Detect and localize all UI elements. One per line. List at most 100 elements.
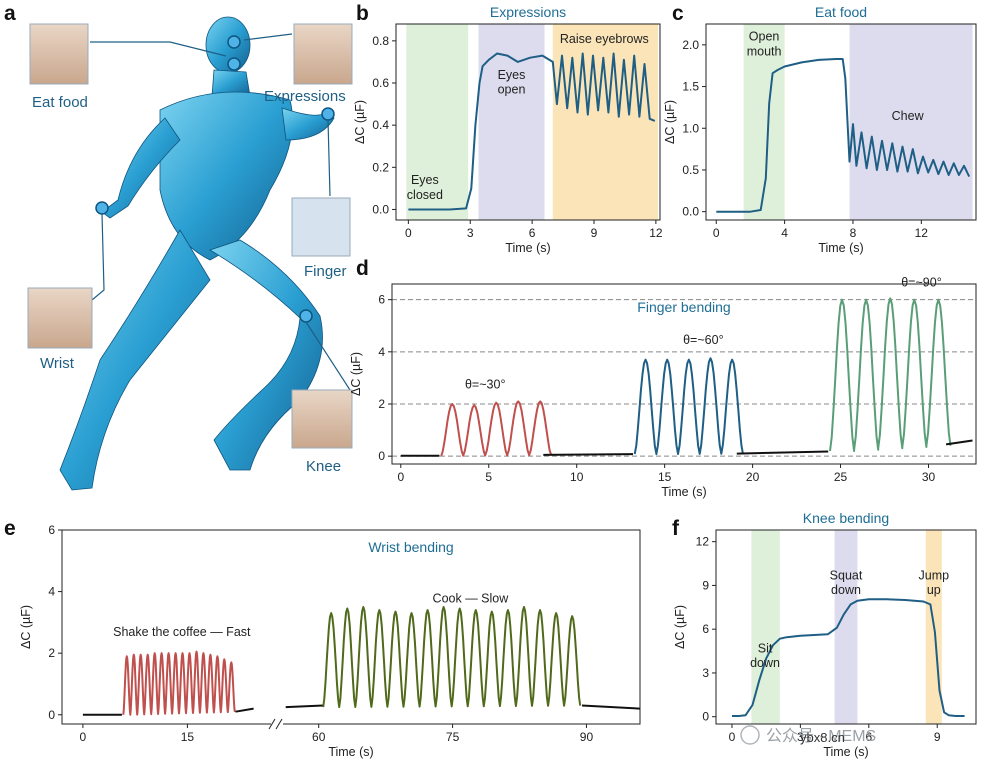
chart-e-ytick-label: 6 bbox=[48, 523, 55, 537]
chart-d-ylabel: ΔC (µF) bbox=[349, 352, 363, 396]
chart-d-xlabel: Time (s) bbox=[661, 485, 706, 499]
chart-e-ytick-label: 4 bbox=[48, 585, 55, 599]
chart-e-ylabel: ΔC (µF) bbox=[19, 605, 33, 649]
photo-knee bbox=[291, 389, 353, 449]
chart-c-xtick-label: 0 bbox=[713, 226, 720, 240]
chart-f-annotation-1: down bbox=[750, 656, 780, 670]
chart-c-ytick-label: 1.0 bbox=[682, 121, 699, 135]
chart-e-xtick-label: 0 bbox=[80, 730, 87, 744]
chart-d-title: Finger bending bbox=[637, 299, 730, 315]
photo-eat-food bbox=[29, 23, 89, 85]
chart-f-ylabel: ΔC (µF) bbox=[673, 605, 687, 649]
chart-d-ytick-label: 6 bbox=[378, 293, 385, 307]
chart-f-annotation-5: up bbox=[927, 583, 941, 597]
chart-d-segment-4 bbox=[736, 450, 829, 455]
inset-photos bbox=[27, 23, 353, 449]
chart-b-ytick-label: 0.4 bbox=[372, 118, 389, 132]
chart-e-xtick-label: 90 bbox=[580, 730, 594, 744]
chart-b-annotation-0: Eyes bbox=[411, 173, 439, 187]
watermark-account: 公众号 · MEMS bbox=[766, 727, 876, 745]
chart-e-title: Wrist bending bbox=[368, 539, 453, 555]
chart-f-xtick-label: 6 bbox=[865, 730, 872, 744]
chart-f-xtick-label: 3 bbox=[797, 730, 804, 744]
chart-d-segment-5 bbox=[829, 297, 952, 452]
chart-f-annotation-0: Sit bbox=[758, 642, 773, 656]
chart-e-break-mark-1 bbox=[268, 718, 276, 730]
chart-f-xlabel: Time (s) bbox=[823, 745, 868, 759]
photo-wrist bbox=[27, 287, 93, 349]
chart-f-title: Knee bending bbox=[803, 510, 889, 526]
chart-f-region-1 bbox=[834, 530, 858, 724]
photo-expressions bbox=[293, 23, 353, 85]
chart-b-xtick-label: 3 bbox=[467, 226, 474, 240]
chart-e-ytick-label: 0 bbox=[48, 708, 55, 722]
chart-d-ytick-label: 4 bbox=[378, 345, 385, 359]
chart-f-ytick-label: 0 bbox=[702, 710, 709, 724]
chart-b-region-2 bbox=[552, 24, 658, 220]
panel-label-a: a bbox=[4, 2, 16, 25]
chart-b-title: Expressions bbox=[490, 4, 566, 20]
chart-f-annotation-3: down bbox=[831, 583, 861, 597]
chart-c-ylabel: ΔC (µF) bbox=[663, 100, 677, 144]
chart-d-segment-1 bbox=[440, 400, 553, 457]
chart-c-ytick-label: 2.0 bbox=[682, 38, 699, 52]
watermark-site: ybx8.cn bbox=[800, 730, 845, 745]
label-knee: Knee bbox=[306, 458, 341, 475]
chart-b-series-0 bbox=[408, 52, 656, 211]
chart-b-expressions: 0.0 0.2 0.4 0.6 0.8 Time (s) ΔC (µF) 0 3 6 9 12 Expr… bbox=[353, 4, 663, 255]
chart-d-frame bbox=[391, 283, 977, 465]
chart-d-xtick-label: 10 bbox=[570, 470, 584, 484]
chart-d-xtick-label: 30 bbox=[922, 470, 936, 484]
label-finger: Finger bbox=[304, 263, 347, 280]
chart-c-ytick-label: 0.0 bbox=[682, 205, 699, 219]
label-wrist: Wrist bbox=[40, 355, 75, 372]
chart-e-break-mark-2 bbox=[275, 718, 283, 730]
chart-b-ytick-label: 0.6 bbox=[372, 76, 389, 90]
chart-c-xtick-label: 12 bbox=[915, 226, 929, 240]
chart-d-annotation-1: θ=~60° bbox=[683, 333, 723, 347]
chart-c-ytick-label: 0.5 bbox=[682, 163, 699, 177]
wechat-icon bbox=[740, 725, 760, 745]
chart-d-segment-2 bbox=[543, 453, 634, 456]
chart-c-annotation-2: Chew bbox=[892, 109, 925, 123]
chart-b-region-1 bbox=[478, 24, 545, 220]
label-eat-food: Eat food bbox=[32, 94, 88, 111]
panel-label-e: e bbox=[4, 517, 16, 540]
chart-f-knee-bending: 0 3 6 9 12 Time (s) ΔC (µF) 0 3 6 9 Knee bending Sit… bbox=[673, 510, 977, 759]
chart-f-ytick-label: 3 bbox=[702, 666, 709, 680]
chart-f-annotation-2: Squat bbox=[830, 569, 863, 583]
callout-lines bbox=[90, 33, 351, 391]
chart-c-title: Eat food bbox=[815, 4, 867, 20]
chart-b-annotation-4: Raise eyebrows bbox=[560, 32, 649, 46]
chart-c-annotation-1: mouth bbox=[747, 45, 782, 59]
chart-b-annotation-2: Eyes bbox=[498, 68, 526, 82]
chart-b-xtick-label: 9 bbox=[591, 226, 598, 240]
chart-b-xtick-label: 12 bbox=[649, 226, 663, 240]
chart-e-segment-2 bbox=[235, 707, 254, 713]
chart-d-annotation-2: θ=~90° bbox=[901, 276, 941, 290]
chart-d-xtick-label: 20 bbox=[746, 470, 760, 484]
chart-d-segment-6 bbox=[945, 439, 973, 446]
chart-e-segment-3 bbox=[285, 704, 324, 709]
chart-b-ytick-label: 0.2 bbox=[372, 160, 389, 174]
chart-e-xtick-label: 15 bbox=[181, 730, 195, 744]
chart-e-xtick-label: 60 bbox=[312, 730, 326, 744]
chart-d-annotation-0: θ=~30° bbox=[465, 377, 505, 391]
chart-b-xtick-label: 0 bbox=[405, 226, 412, 240]
chart-f-xtick-label: 9 bbox=[934, 730, 941, 744]
chart-e-xtick-label: 75 bbox=[446, 730, 460, 744]
chart-d-ytick-label: 0 bbox=[378, 449, 385, 463]
chart-e-annotation-1: Cook — Slow bbox=[433, 591, 510, 605]
chart-f-xtick-label: 0 bbox=[729, 730, 736, 744]
runner-figure bbox=[59, 16, 335, 491]
chart-b-ylabel: ΔC (µF) bbox=[353, 100, 367, 144]
chart-b-region-0 bbox=[406, 24, 469, 220]
chart-b-annotation-3: open bbox=[498, 83, 526, 97]
chart-c-ytick-label: 1.5 bbox=[682, 80, 699, 94]
chart-e-frame bbox=[61, 529, 641, 725]
panel-a-illustration: a Eat food Expressi bbox=[4, 2, 353, 491]
chart-e-segment-5 bbox=[581, 704, 641, 710]
chart-e-xlabel: Time (s) bbox=[328, 745, 373, 759]
chart-e-annotation-0: Shake the coffee — Fast bbox=[113, 625, 251, 639]
chart-e-segment-4 bbox=[322, 606, 582, 709]
